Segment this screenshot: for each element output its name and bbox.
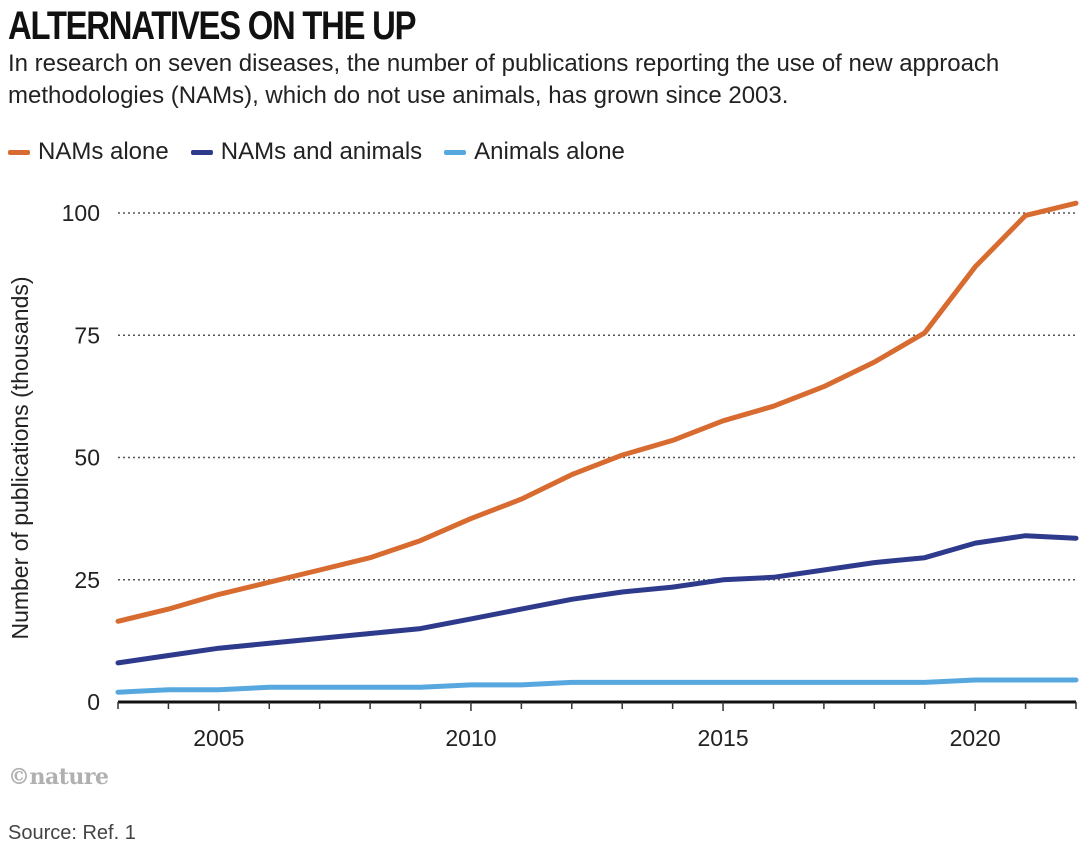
y-axis-label: Number of publications (thousands) — [7, 276, 33, 639]
series-line-animals-alone — [115, 677, 1079, 695]
gridlines — [118, 212, 1076, 581]
source-note: Source: Ref. 1 — [8, 822, 136, 844]
x-tick-label-2015: 2015 — [697, 725, 748, 751]
x-axis: 2005 2010 2015 2020 — [117, 700, 1077, 751]
series-lines — [115, 200, 1079, 695]
y-tick-label-0: 0 — [87, 689, 100, 715]
series-line-nams-alone — [115, 200, 1079, 624]
nature-logo: ©nature — [8, 764, 109, 790]
chart-title: ALTERNATIVES ON THE UP — [8, 4, 416, 48]
y-tick-label-100: 100 — [62, 200, 100, 226]
y-tick-label-50: 50 — [74, 445, 100, 471]
y-tick-label-75: 75 — [74, 322, 100, 348]
legend-item-nams-alone: NAMs alone — [8, 138, 169, 166]
legend-swatch-nams-and-animals — [190, 149, 213, 155]
legend-swatch-nams-alone — [8, 149, 30, 155]
legend-label-animals-alone: Animals alone — [474, 138, 625, 165]
y-axis-ticks: 0 25 50 75 100 — [62, 200, 100, 715]
legend-label-nams-alone: NAMs alone — [38, 138, 169, 165]
x-tick-label-2005: 2005 — [193, 725, 244, 751]
legend-label-nams-and-animals: NAMs and animals — [220, 138, 423, 165]
chart-subtitle: In research on seven diseases, the numbe… — [8, 50, 1000, 109]
legend-item-nams-and-animals: NAMs and animals — [190, 138, 423, 166]
legend-item-animals-alone: Animals alone — [444, 138, 625, 166]
x-tick-label-2020: 2020 — [950, 725, 1001, 751]
series-line-nams-and-animals — [115, 533, 1079, 666]
x-tick-label-2010: 2010 — [445, 725, 496, 751]
legend-swatch-animals-alone — [444, 149, 467, 155]
legend: NAMs alone NAMs and animals Animals alon… — [8, 138, 647, 166]
y-tick-label-25: 25 — [74, 567, 100, 593]
